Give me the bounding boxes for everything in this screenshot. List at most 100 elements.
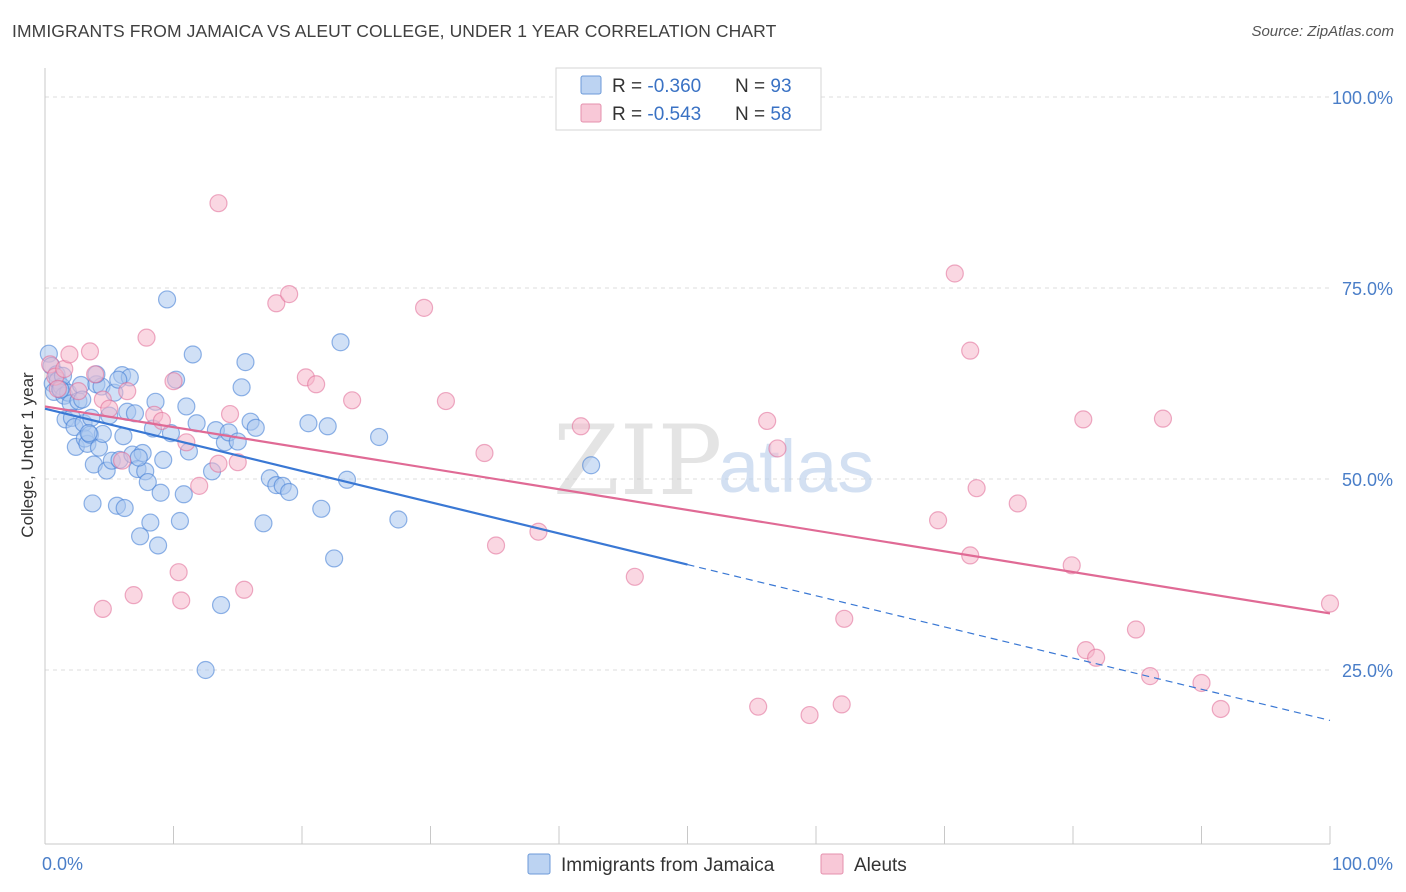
aleuts-point-6 — [80, 342, 100, 361]
legend-r-label-2: R = — [612, 104, 647, 125]
jamaica-point-71 — [246, 418, 265, 437]
series-legend-label-aleuts: Aleuts — [854, 855, 907, 876]
jamaica-point-50 — [151, 483, 170, 502]
aleuts-point-30 — [307, 375, 326, 394]
jamaica-point-72 — [254, 514, 273, 533]
aleuts-point-10 — [93, 599, 112, 618]
aleuts-point-17 — [164, 372, 183, 391]
legend-n-label-1: N = — [735, 76, 770, 97]
aleuts-point-44 — [832, 695, 851, 714]
jamaica-point-80 — [325, 549, 344, 568]
series-legend-label-jamaica: Immigrants from Jamaica — [561, 855, 775, 876]
aleuts-point-40 — [758, 411, 777, 431]
jamaica-point-51 — [154, 450, 173, 469]
aleuts-point-24 — [220, 404, 240, 424]
x-tick-label-0: 0.0% — [42, 854, 83, 874]
legend-swatch-pink — [580, 103, 602, 123]
aleuts-point-21 — [190, 476, 209, 495]
aleuts-point-31 — [343, 391, 362, 410]
jamaica-point-78 — [312, 499, 331, 518]
aleuts-point-49 — [967, 479, 986, 498]
y-tick-label-1: 75.0% — [1342, 279, 1393, 299]
watermark: ZIP atlas — [553, 405, 874, 517]
aleuts-point-28 — [280, 285, 299, 304]
jamaica-point-76 — [280, 482, 299, 502]
aleuts-point-45 — [928, 511, 948, 530]
legend-r-value-2: -0.543 — [647, 104, 701, 125]
jamaica-point-91 — [79, 424, 98, 443]
jamaica-point-56 — [174, 485, 193, 504]
legend-n-value-2: 58 — [770, 104, 791, 125]
aleuts-point-7 — [86, 365, 105, 384]
aleuts-point-11 — [112, 451, 132, 470]
aleuts-point-12 — [118, 382, 137, 401]
aleuts-point-52 — [1074, 410, 1093, 429]
aleuts-point-14 — [137, 328, 156, 347]
chart-source: Source: ZipAtlas.com — [1251, 23, 1394, 40]
legend-row2: R = -0.543 — [612, 104, 701, 125]
aleuts-point-50 — [1008, 494, 1027, 513]
aleuts-point-25 — [228, 453, 247, 472]
y-tick-label-3: 25.0% — [1342, 661, 1393, 681]
series-legend-swatch-jamaica — [527, 853, 551, 875]
jamaica-point-42 — [130, 527, 150, 546]
aleuts-point-9 — [100, 399, 119, 418]
aleuts-point-41 — [768, 439, 787, 458]
aleuts-point-39 — [749, 697, 768, 716]
jamaica-point-23 — [83, 494, 102, 513]
aleuts-point-13 — [124, 586, 143, 605]
aleuts-point-19 — [172, 591, 191, 610]
jamaica-point-84 — [389, 510, 408, 529]
aleuts-point-54 — [1087, 648, 1106, 667]
aleuts-point-46 — [945, 264, 964, 283]
aleuts-point-27 — [267, 294, 286, 313]
jamaica-point-81 — [331, 333, 350, 352]
aleuts-point-42 — [800, 705, 819, 725]
aleuts-point-58 — [1192, 673, 1211, 693]
jamaica-point-55 — [170, 511, 190, 531]
legend-n-value-1: 93 — [770, 76, 791, 97]
trend-line-jamaica-extension — [687, 563, 1331, 722]
legend-row1-n: N = 93 — [735, 76, 792, 97]
x-tick-labels: 0.0% 100.0% — [42, 854, 1393, 874]
legend-row2-n: N = 58 — [735, 104, 792, 125]
jamaica-point-61 — [196, 660, 215, 680]
aleuts-point-33 — [436, 391, 456, 411]
series-legend-swatch-aleuts — [820, 853, 844, 875]
trend-line-jamaica — [44, 407, 688, 566]
jamaica-point-69 — [236, 353, 255, 372]
trend-lines — [44, 405, 1331, 722]
series-legend: Immigrants from Jamaica Aleuts — [527, 853, 907, 876]
aleuts-point-43 — [835, 609, 854, 628]
data-points — [39, 194, 1340, 725]
aleuts-point-5 — [69, 382, 88, 401]
series-jamaica-points — [39, 290, 601, 680]
jamaica-point-90 — [129, 448, 148, 467]
watermark-atlas: atlas — [718, 425, 874, 508]
aleuts-point-34 — [475, 443, 494, 463]
aleuts-point-26 — [235, 580, 254, 599]
aleuts-point-23 — [209, 194, 228, 213]
aleuts-point-37 — [571, 417, 590, 436]
jamaica-point-52 — [157, 290, 177, 309]
aleuts-point-56 — [1140, 667, 1160, 686]
aleuts-point-22 — [209, 454, 228, 473]
jamaica-point-46 — [141, 513, 160, 532]
jamaica-point-64 — [211, 595, 231, 615]
legend-swatch-blue — [580, 75, 602, 95]
trend-line-aleuts — [44, 405, 1331, 615]
chart-title: IMMIGRANTS FROM JAMAICA VS ALEUT COLLEGE… — [12, 21, 777, 41]
aleuts-point-38 — [625, 567, 644, 586]
jamaica-point-59 — [183, 345, 202, 364]
aleuts-point-36 — [529, 522, 548, 541]
y-tick-label-2: 50.0% — [1342, 470, 1393, 490]
aleuts-point-32 — [414, 298, 434, 317]
legend-row1: R = -0.360 — [612, 76, 701, 97]
jamaica-point-83 — [370, 427, 389, 447]
aleuts-point-47 — [961, 341, 980, 360]
aleuts-point-18 — [169, 563, 188, 582]
legend-r-label-1: R = — [612, 76, 647, 97]
legend-r-value-1: -0.360 — [647, 76, 701, 97]
jamaica-point-36 — [115, 498, 134, 518]
